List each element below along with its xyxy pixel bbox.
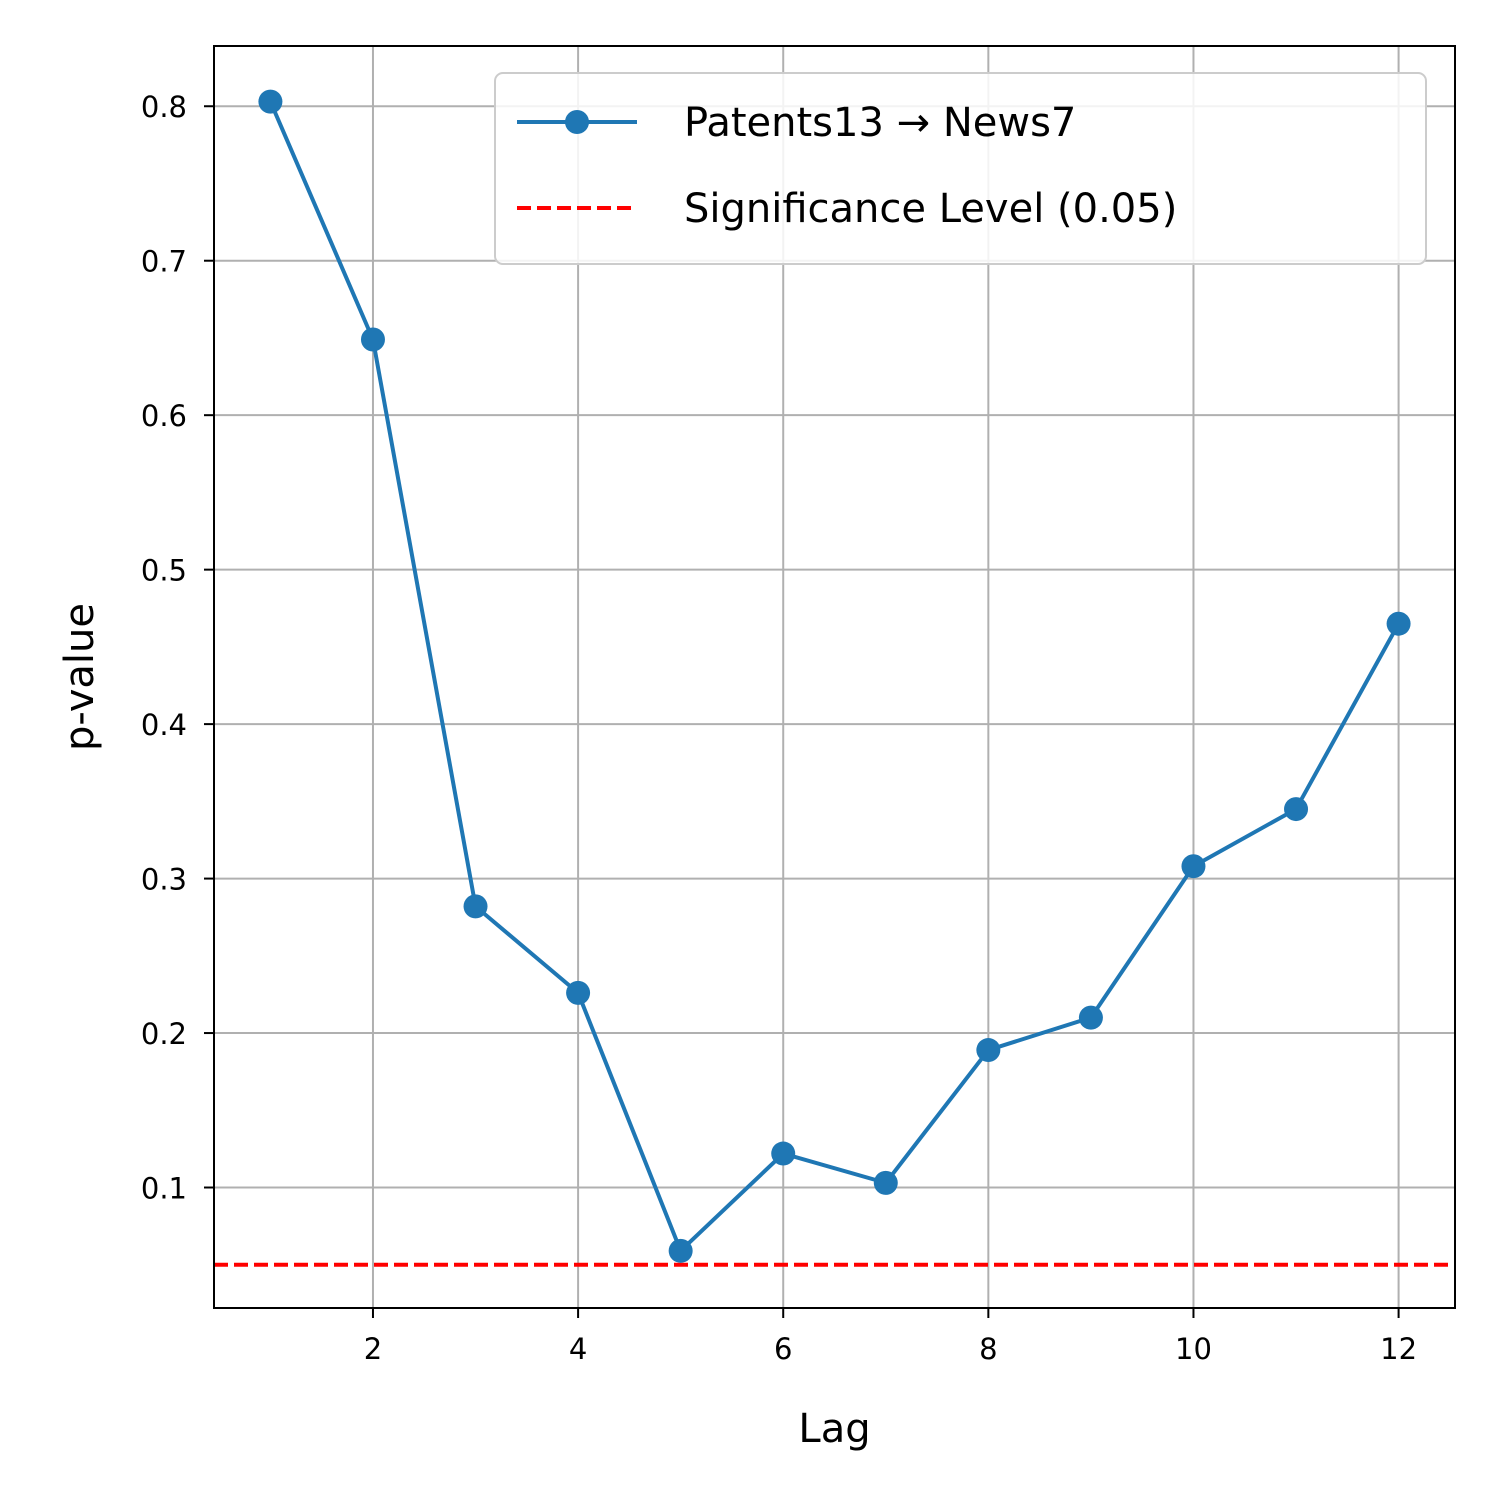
data-point — [874, 1171, 898, 1195]
y-tick-label: 0.1 — [141, 1172, 187, 1206]
y-tick-label: 0.2 — [141, 1017, 187, 1051]
x-tick-label: 12 — [1380, 1332, 1417, 1366]
y-tick-label: 0.5 — [141, 554, 187, 588]
x-tick-label: 10 — [1175, 1332, 1212, 1366]
y-tick-label: 0.4 — [141, 708, 187, 742]
y-tick-label: 0.6 — [141, 399, 187, 433]
data-point — [566, 981, 590, 1005]
data-point — [1079, 1006, 1103, 1030]
data-point — [361, 327, 385, 351]
x-tick-label: 8 — [979, 1332, 997, 1366]
y-tick-label: 0.3 — [141, 863, 187, 897]
data-point — [1181, 854, 1205, 878]
legend-label-significance: Significance Level (0.05) — [684, 186, 1177, 232]
legend-marker-series — [565, 110, 589, 134]
legend-label-series: Patents13 → News7 — [684, 100, 1076, 146]
data-point — [976, 1038, 1000, 1062]
y-tick-label: 0.8 — [141, 90, 187, 124]
data-point — [1284, 797, 1308, 821]
legend: Patents13 → News7 Significance Level (0.… — [495, 73, 1426, 264]
data-point — [258, 90, 282, 114]
x-axis-label: Lag — [798, 1406, 870, 1452]
y-axis-label: p-value — [57, 603, 103, 751]
data-point — [464, 894, 488, 918]
x-tick-label: 4 — [569, 1332, 587, 1366]
x-tick-label: 6 — [774, 1332, 792, 1366]
x-tick-label: 2 — [364, 1332, 382, 1366]
data-point — [1387, 612, 1411, 636]
data-point — [771, 1142, 795, 1166]
data-point — [669, 1239, 693, 1263]
y-tick-label: 0.7 — [141, 245, 187, 279]
